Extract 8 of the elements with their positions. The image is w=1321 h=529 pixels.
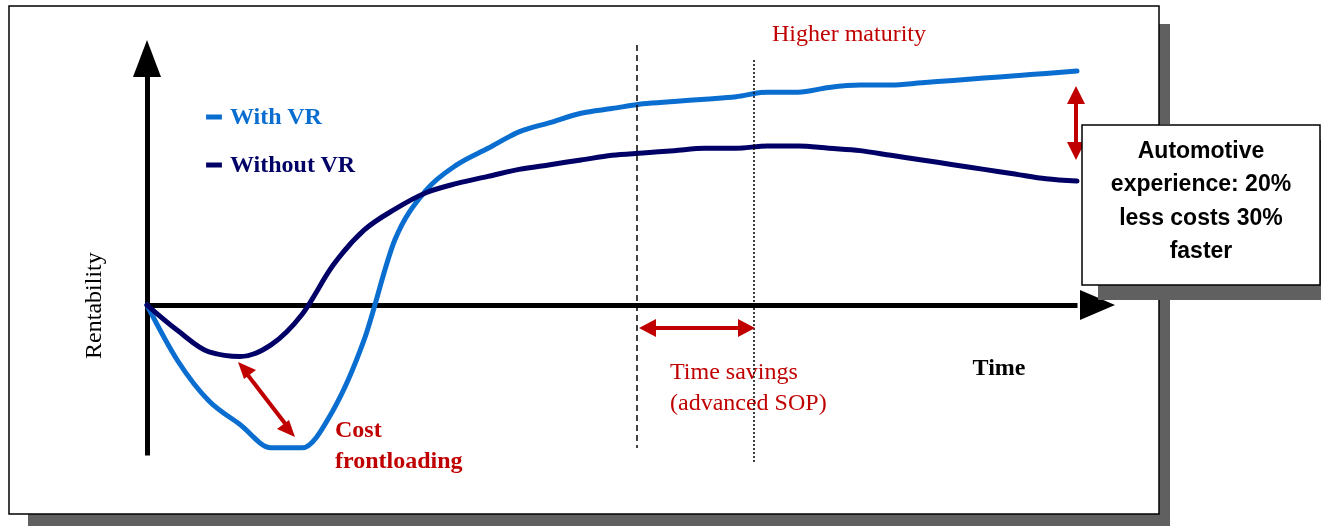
legend-label: Without VR [230, 151, 356, 177]
annotation: Time savings (advanced SOP) [670, 357, 828, 418]
text: Higher maturity [772, 19, 927, 48]
text: Automotive experience: 20% less costs 30% faster [1109, 136, 1293, 266]
annotation: Cost frontloading [335, 415, 464, 476]
legend-label: With VR [230, 103, 323, 129]
x-axis-title: Time [972, 353, 1026, 380]
y-axis-title: Rentability [79, 252, 106, 359]
